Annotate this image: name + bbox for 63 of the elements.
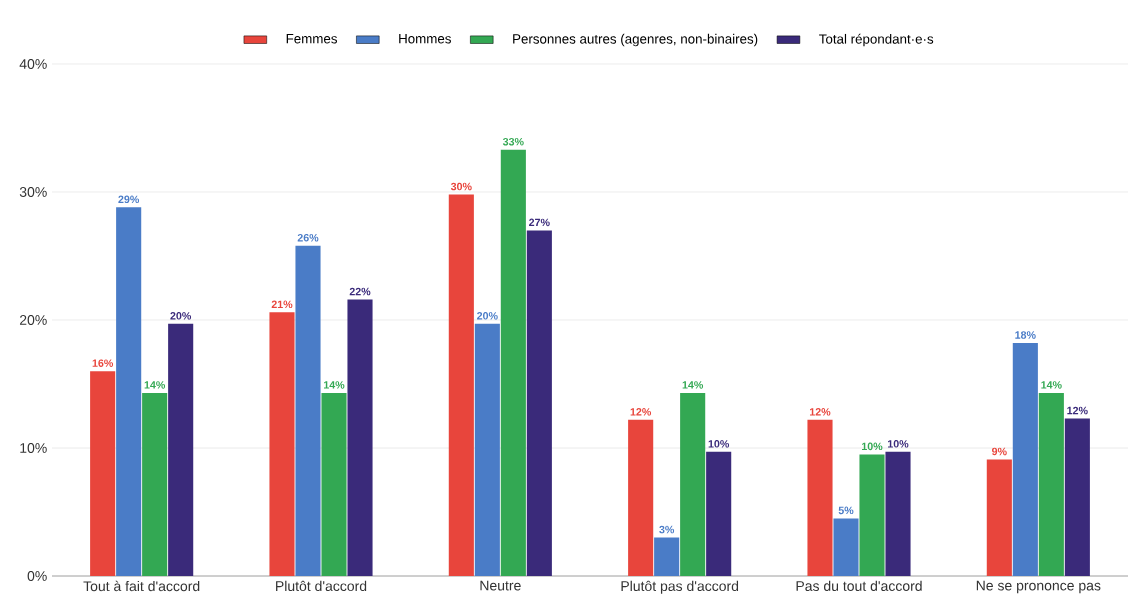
y-tick-label: 20% xyxy=(19,315,47,325)
bar xyxy=(885,451,911,576)
bar xyxy=(706,451,732,576)
bar xyxy=(448,194,474,576)
bar xyxy=(1038,392,1064,576)
data-label: 21% xyxy=(271,300,293,309)
bar xyxy=(807,419,833,576)
x-tick-label: Plutôt d'accord xyxy=(276,580,367,592)
bar xyxy=(116,207,142,576)
legend-label: Total répondant·e·s xyxy=(819,33,934,47)
x-tick-label: Ne se prononce pas xyxy=(976,580,1101,594)
data-label: 10% xyxy=(888,440,909,448)
legend-label: Femmes xyxy=(286,34,338,44)
y-tick-label: 10% xyxy=(20,443,47,453)
bar xyxy=(321,392,347,576)
legend-label: Personnes autres (agenres, non-binaires) xyxy=(513,33,758,47)
data-label: 26% xyxy=(297,233,319,242)
data-label: 29% xyxy=(118,195,140,204)
data-label: 3% xyxy=(659,525,675,534)
bar xyxy=(1012,343,1038,576)
data-label: 12% xyxy=(1067,406,1088,415)
data-label: 20% xyxy=(170,312,192,320)
data-label: 12% xyxy=(809,408,831,416)
data-label: 22% xyxy=(349,287,371,296)
data-label: 30% xyxy=(450,182,472,191)
bar xyxy=(628,419,654,576)
data-label: 14% xyxy=(324,381,345,389)
y-tick-label: 0% xyxy=(27,571,47,581)
bar xyxy=(347,299,373,576)
bar xyxy=(680,392,706,576)
x-tick-label: Neutre xyxy=(480,580,521,591)
bar xyxy=(168,323,194,576)
data-label: 20% xyxy=(477,312,498,320)
data-label: 5% xyxy=(838,506,854,515)
bar xyxy=(295,245,321,576)
y-tick-label: 30% xyxy=(19,187,47,197)
bar xyxy=(500,149,526,576)
bar xyxy=(526,230,552,576)
x-tick-label: Plutôt pas d'accord xyxy=(621,580,739,594)
data-label: 10% xyxy=(708,440,730,448)
data-label: 16% xyxy=(92,359,114,367)
data-label: 9% xyxy=(992,447,1007,456)
bar xyxy=(986,459,1012,576)
bar xyxy=(474,323,500,576)
bar xyxy=(142,392,168,576)
x-tick-label: Pas du tout d'accord xyxy=(796,580,922,591)
data-label: 14% xyxy=(144,381,166,389)
data-label: 10% xyxy=(862,442,883,451)
bar xyxy=(269,312,295,576)
data-label: 27% xyxy=(529,218,550,227)
x-tick-label: Tout à fait d'accord xyxy=(83,580,200,592)
bar xyxy=(90,371,116,576)
bar xyxy=(833,518,859,576)
y-tick-label: 40% xyxy=(19,59,47,69)
data-label: 12% xyxy=(630,408,652,416)
legend-label: Hommes xyxy=(399,34,451,44)
bar xyxy=(1064,418,1090,576)
bar xyxy=(654,537,680,576)
data-label: 18% xyxy=(1015,331,1036,339)
data-label: 14% xyxy=(1041,381,1062,389)
bar xyxy=(859,454,885,576)
data-label: 33% xyxy=(502,137,524,146)
data-label: 14% xyxy=(682,381,704,389)
